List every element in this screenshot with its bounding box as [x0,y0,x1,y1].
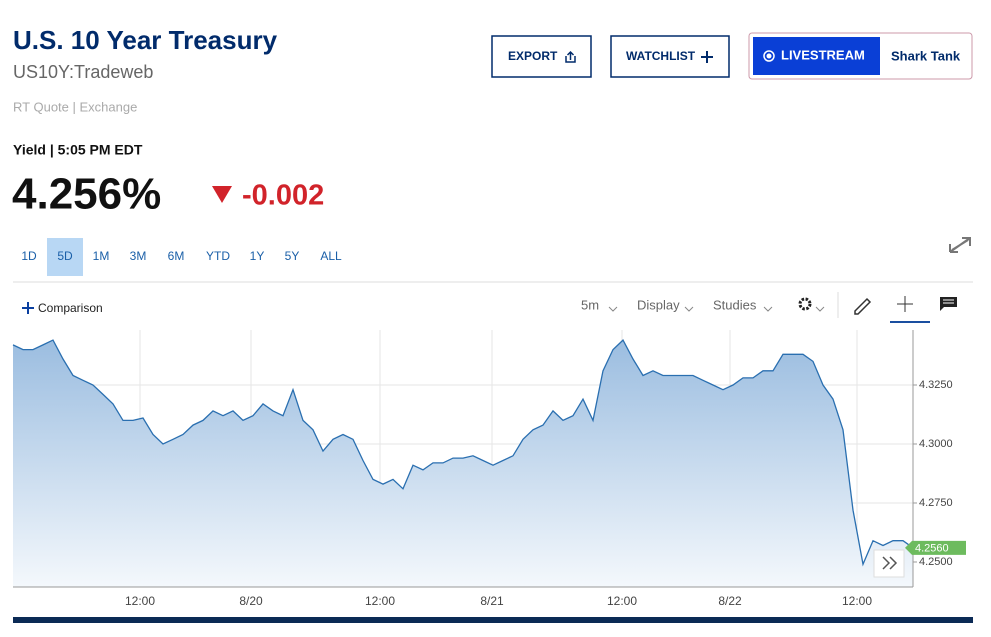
range-tabs: 1D 5D 1M 3M 6M YTD 1Y 5Y ALL [21,238,342,276]
symbol: US10Y:Tradeweb [13,62,153,82]
quote-label: Yield | 5:05 PM EDT [13,142,143,158]
x-tick-label: 8/21 [480,594,504,608]
active-tab[interactable] [47,238,83,276]
down-arrow [212,186,232,203]
x-tick-label: 8/20 [239,594,263,608]
comment-lines [943,299,954,304]
line [12,339,914,567]
interval[interactable]: 5m [581,297,599,312]
plus-icon [701,51,713,63]
scroll-icon [882,556,898,570]
export-icon [565,50,576,63]
range-tab[interactable]: 1Y [250,249,265,263]
expand-icon[interactable] [949,237,971,253]
range-tab[interactable]: 3M [130,249,147,263]
export-label[interactable]: EXPORT [508,49,558,63]
y-tick-label: 4.3000 [919,438,953,450]
last-price-label: 4.2560 [915,543,949,555]
range-tab[interactable]: 5Y [285,249,300,263]
draw-icon[interactable] [854,297,872,315]
title: U.S. 10 Year Treasury [13,25,278,55]
change: -0.002 [242,180,324,212]
y-tick-label: 4.2500 [919,556,953,568]
x-tick-label: 12:00 [842,594,872,608]
watchlist-label[interactable]: WATCHLIST [626,49,696,63]
x-tick-label: 12:00 [125,594,155,608]
area [13,340,913,587]
x-tick-label: 12:00 [365,594,395,608]
last-price-badge [905,540,966,555]
comparison[interactable]: Comparison [38,301,103,315]
comparison-plus [22,302,34,314]
live-icon [763,50,775,62]
chart: 12:00 8/20 12:00 8/21 12:00 8/22 12:00 4.3250 4.… [12,330,966,608]
footer-bar [13,617,973,623]
y-tick-label: 4.2750 [919,497,953,509]
x-tick-label: 8/22 [718,594,742,608]
livestream-label[interactable]: LIVESTREAM [781,47,865,62]
studies[interactable]: Studies [713,297,757,312]
x-tick-label: 12:00 [607,594,637,608]
range-tab[interactable]: 1M [93,249,110,263]
chevrons [608,306,825,312]
show-label[interactable]: Shark Tank [891,48,961,63]
settings-icon[interactable] [798,297,812,311]
quote-source: RT Quote | Exchange [13,99,137,114]
crosshair-icon[interactable] [897,296,913,312]
range-tab[interactable]: 1D [21,249,37,263]
range-tab[interactable]: 5D [57,249,73,263]
range-tab[interactable]: ALL [320,249,342,263]
comment-icon[interactable] [940,297,957,311]
live-dot [766,53,772,59]
range-tab[interactable]: YTD [206,249,230,263]
range-tab[interactable]: 6M [168,249,185,263]
display[interactable]: Display [637,297,680,312]
y-tick-label: 4.3250 [919,379,953,391]
price: 4.256% [12,170,161,219]
